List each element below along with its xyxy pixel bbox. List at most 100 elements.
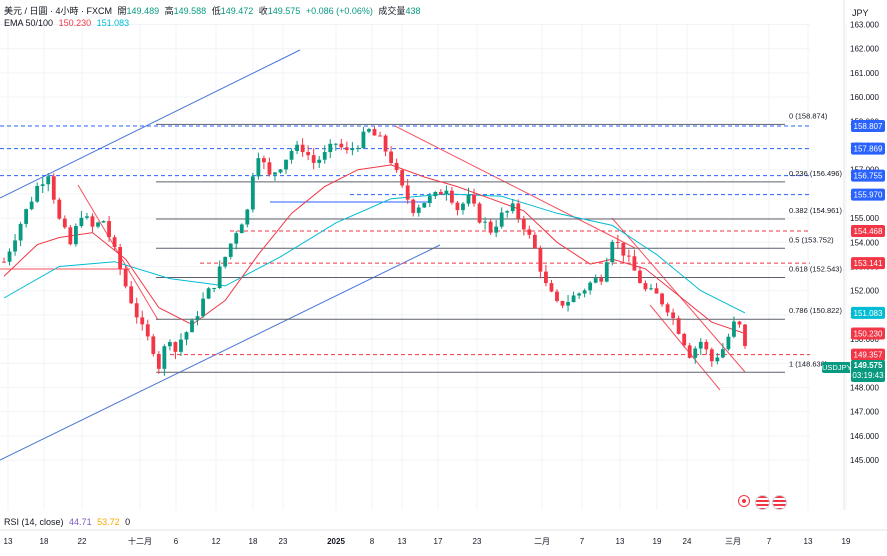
price-tick-label: 162.000 xyxy=(850,45,879,54)
ema50-value: 150.230 xyxy=(58,18,92,28)
time-tick-label: 22 xyxy=(78,537,87,546)
rsi-legend[interactable]: RSI (14, close) 44.71 53.72 0 xyxy=(4,516,133,528)
candle-body xyxy=(494,226,499,233)
candle-body xyxy=(156,353,161,369)
candle-body xyxy=(649,288,653,290)
price-label-box xyxy=(851,169,885,182)
candle-body xyxy=(588,282,593,291)
last-price: 149.575 xyxy=(853,361,883,370)
candle-body xyxy=(671,312,676,319)
candle-body xyxy=(676,318,681,334)
symbol-title[interactable]: 美元 / 日圓 · 4小時 · FXCM xyxy=(4,6,113,16)
candle-body xyxy=(472,194,476,204)
close-label: 收 xyxy=(258,6,268,16)
candle-body xyxy=(328,143,333,153)
candle-body xyxy=(560,300,565,306)
candle-body xyxy=(577,293,582,296)
candle-body xyxy=(427,196,432,204)
candle-body xyxy=(24,209,29,224)
price-label-box xyxy=(851,224,885,237)
candle-body xyxy=(217,266,222,288)
candle-body xyxy=(40,184,45,186)
price-tick-label: 161.000 xyxy=(850,69,879,78)
fib-level-label: 1 (148.630) xyxy=(789,359,828,368)
close-value: 149.575 xyxy=(267,6,301,16)
candle-body xyxy=(389,151,393,163)
time-tick-label: 23 xyxy=(473,537,482,546)
price-label-text: 154.468 xyxy=(854,227,883,236)
candle-body xyxy=(79,217,84,227)
flag-us-icon[interactable] xyxy=(755,495,770,510)
time-tick-label: 8 xyxy=(370,537,375,546)
candle-body xyxy=(85,216,89,218)
ema-label[interactable]: EMA 50/100 xyxy=(4,18,54,28)
candle-body xyxy=(510,203,515,212)
symbol-tag[interactable]: USDJPY xyxy=(822,362,852,373)
candle-body xyxy=(709,349,714,362)
candle-body xyxy=(57,199,62,219)
candle-body xyxy=(527,229,532,235)
candle-body xyxy=(2,261,6,263)
price-label-text: 149.357 xyxy=(854,351,883,360)
candle-body xyxy=(466,194,471,204)
time-tick-label: 13 xyxy=(398,537,407,546)
fib-level-label: 0 (158.874) xyxy=(789,111,828,120)
candle-body xyxy=(245,209,250,225)
low-value: 149.472 xyxy=(220,6,254,16)
rsi-value-3: 0 xyxy=(125,517,131,527)
candles xyxy=(2,126,747,376)
candle-body xyxy=(638,270,642,284)
rsi-value-1: 44.71 xyxy=(69,517,92,527)
price-tick-label: 147.000 xyxy=(850,408,879,417)
candle-body xyxy=(610,241,615,263)
price-label-box xyxy=(851,348,885,361)
price-axis[interactable]: 163.000162.000161.000160.000159.000158.0… xyxy=(843,0,879,510)
candle-body xyxy=(344,147,349,151)
candle-body xyxy=(367,129,371,132)
open-label: 開 xyxy=(117,6,127,16)
price-label-text: 153.141 xyxy=(854,259,883,268)
time-tick-label: 7 xyxy=(767,537,772,546)
ema-legend[interactable]: EMA 50/100 150.230 151.083 xyxy=(4,17,132,29)
currency-label[interactable]: JPY xyxy=(852,8,869,18)
low-label: 低 xyxy=(211,6,221,16)
candle-body xyxy=(444,190,449,195)
candle-body xyxy=(184,332,189,340)
candle-body xyxy=(90,216,95,227)
time-tick-label: 二月 xyxy=(534,537,550,546)
candle-body xyxy=(145,324,150,337)
bar-countdown: 03:19:43 xyxy=(852,371,884,380)
time-tick-label: 十二月 xyxy=(128,536,152,546)
ema50-line xyxy=(3,164,746,334)
resistance-trendline xyxy=(649,304,721,391)
flag-us-icon-2[interactable] xyxy=(772,495,787,510)
price-tick-label: 152.000 xyxy=(850,287,879,296)
fib-level-label: 0.618 (152.543) xyxy=(789,265,842,274)
volume-label: 成交量 xyxy=(378,6,406,16)
candle-body xyxy=(626,255,631,257)
fib-level-label: 0.5 (153.752) xyxy=(789,235,834,244)
rsi-label[interactable]: RSI (14, close) xyxy=(4,517,64,527)
time-axis[interactable]: 13 18 22 十二月 6 12 18 23 2025 8 13 17 23 二月 7 13 19 24 三月 7 1… xyxy=(0,529,887,546)
time-tick-label: 24 xyxy=(683,537,692,546)
symbol-tag-label: USDJPY xyxy=(822,363,852,372)
candle-body xyxy=(643,283,648,290)
price-tick-label: 154.000 xyxy=(850,238,879,247)
candle-body xyxy=(720,349,725,358)
price-label-box xyxy=(851,306,885,319)
price-label-box xyxy=(851,327,885,340)
alert-icon[interactable] xyxy=(738,495,750,507)
fib-level-label: 0.382 (154.961) xyxy=(789,206,842,215)
candle-body xyxy=(278,169,283,173)
candle-body xyxy=(715,357,720,362)
candle-body xyxy=(118,247,123,269)
candle-body xyxy=(632,256,637,271)
price-labels: 158.807 157.869 156.755 155.970 154.468 153.1… xyxy=(851,119,885,361)
candle-body xyxy=(726,336,731,350)
candle-body xyxy=(405,185,410,200)
candle-body xyxy=(190,320,194,333)
candle-body xyxy=(295,144,299,151)
price-label-box xyxy=(851,257,885,270)
